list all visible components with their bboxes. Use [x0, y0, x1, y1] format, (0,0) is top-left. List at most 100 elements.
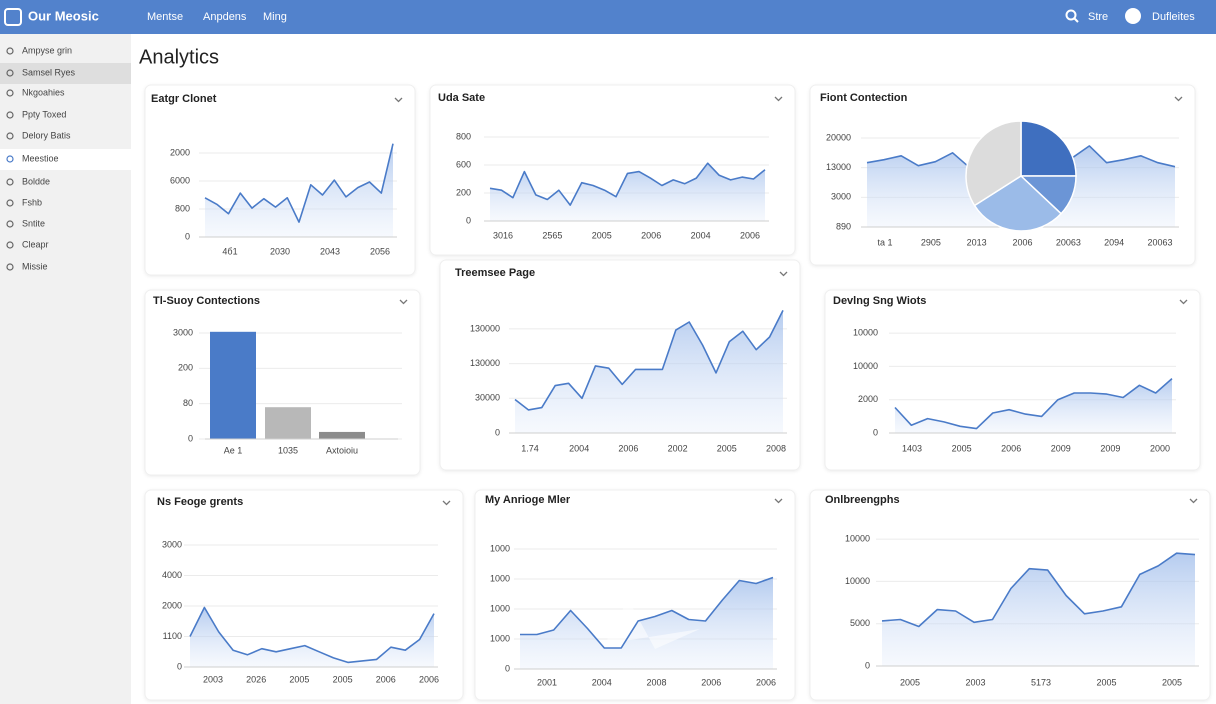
- sidebar-item[interactable]: Ampyse grin: [22, 45, 72, 55]
- x-tick-label: 20063: [1147, 237, 1172, 247]
- line-area: [205, 143, 393, 237]
- x-tick-label: Ae 1: [224, 445, 243, 455]
- line: [894, 378, 1173, 430]
- line: [520, 576, 774, 649]
- y-tick-label: 2000: [858, 394, 878, 404]
- x-tick-label: 2005: [1162, 677, 1182, 687]
- y-tick-label: 1000: [490, 633, 510, 643]
- x-tick-label: 2008: [766, 443, 786, 453]
- x-tick-label: 2905: [921, 237, 941, 247]
- widget-menu[interactable]: [774, 498, 783, 504]
- y-tick-label: 6000: [170, 175, 190, 185]
- sidebar-item[interactable]: Sntite: [22, 218, 45, 228]
- y-tick-label: 130000: [470, 323, 500, 333]
- widget-menu[interactable]: [774, 96, 783, 102]
- y-tick-label: 20000: [826, 132, 851, 142]
- widget-title: Tl-Suoy Contections: [153, 295, 260, 307]
- x-tick-label: 2004: [691, 230, 711, 240]
- sidebar-item[interactable]: Ppty Toxed: [22, 109, 66, 119]
- y-tick-label: 1000: [490, 603, 510, 613]
- y-tick-label: 10000: [845, 533, 870, 543]
- sidebar-item[interactable]: Boldde: [22, 176, 50, 186]
- search-icon[interactable]: [1065, 9, 1077, 21]
- y-tick-label: 1100: [163, 631, 182, 641]
- x-tick-label: 2004: [569, 443, 589, 453]
- widget-menu[interactable]: [442, 500, 451, 506]
- y-tick-label: 3000: [162, 539, 182, 549]
- x-tick-label: 2056: [370, 246, 390, 256]
- widget-menu[interactable]: [1174, 96, 1183, 102]
- line-area: [520, 577, 773, 669]
- pie-slice: [973, 175, 1063, 232]
- sidebar-item[interactable]: Meestioe: [22, 153, 59, 163]
- x-tick-label: 2006: [1001, 443, 1021, 453]
- y-tick-label: 30000: [475, 393, 500, 403]
- line: [514, 310, 784, 411]
- widget-title: Treemsee Page: [455, 267, 535, 279]
- x-tick-label: 2094: [1104, 237, 1124, 247]
- x-tick-label: 4б1: [222, 246, 237, 256]
- x-tick-label: 2006: [756, 677, 776, 687]
- line-area: [515, 310, 783, 433]
- user-avatar[interactable]: [1125, 8, 1141, 24]
- sidebar: [0, 34, 131, 704]
- nav-link[interactable]: Mentse: [147, 11, 183, 23]
- x-tick-label: 2006: [376, 674, 396, 684]
- sidebar-item[interactable]: Fshb: [22, 197, 42, 207]
- x-tick-label: 2008: [646, 677, 666, 687]
- brand: Our Meosic: [28, 8, 99, 23]
- widget-menu[interactable]: [394, 97, 403, 103]
- x-tick-label: 2009: [1051, 443, 1071, 453]
- x-tick-label: 3016: [493, 230, 513, 240]
- nav-link[interactable]: Ming: [263, 11, 287, 23]
- bar: [319, 431, 365, 439]
- sidebar-item[interactable]: Missie: [22, 261, 48, 271]
- sidebar-item[interactable]: Samsel Ryes: [22, 67, 76, 77]
- widget-menu[interactable]: [1189, 498, 1198, 504]
- x-tick-label: 2005: [333, 674, 353, 684]
- line-area: [882, 553, 1195, 666]
- x-tick-label: 2005: [952, 443, 972, 453]
- widget-menu[interactable]: [1179, 299, 1188, 305]
- x-tick-label: 2006: [701, 677, 721, 687]
- nav-link[interactable]: Anpdens: [203, 11, 247, 23]
- line: [204, 143, 394, 223]
- widget-card: [144, 489, 464, 701]
- sidebar-icon: [6, 263, 14, 271]
- y-tick-label: 3000: [831, 192, 851, 202]
- widget-title: Eatgr Clonet: [151, 93, 217, 105]
- user-name[interactable]: Dufleites: [1152, 11, 1195, 23]
- line-area: [895, 378, 1172, 433]
- x-tick-label: 2006: [618, 443, 638, 453]
- x-tick-label: 2013: [967, 237, 987, 247]
- widget-menu[interactable]: [779, 271, 788, 277]
- x-tick-label: 2003: [203, 674, 223, 684]
- sidebar-item[interactable]: Nkgoahies: [22, 87, 65, 97]
- y-tick-label: 600: [456, 159, 471, 169]
- widget-menu[interactable]: [399, 299, 408, 305]
- bar: [210, 331, 256, 439]
- y-tick-label: 0: [177, 661, 182, 671]
- widget-title: My Anrioge Mler: [485, 494, 571, 506]
- x-tick-label: 5173: [1031, 677, 1051, 687]
- x-tick-label: 1035: [278, 445, 298, 455]
- y-tick-label: 1000: [490, 543, 510, 553]
- y-tick-label: 0: [495, 427, 500, 437]
- y-tick-label: 0: [505, 663, 510, 673]
- sidebar-icon: [6, 132, 14, 140]
- x-tick-label: 2006: [641, 230, 661, 240]
- x-tick-label: 2006: [1012, 237, 1032, 247]
- sidebar-icon: [6, 178, 14, 186]
- x-tick-label: 2026: [246, 674, 266, 684]
- sidebar-item[interactable]: Delory Batis: [22, 130, 71, 140]
- sidebar-item[interactable]: Cleapr: [22, 239, 49, 249]
- brand-logo: [4, 8, 22, 26]
- search-label[interactable]: Stre: [1088, 11, 1108, 23]
- y-tick-label: 5000: [850, 618, 870, 628]
- x-tick-label: 2006: [740, 230, 760, 240]
- y-tick-label: 800: [456, 131, 471, 141]
- x-tick-label: 2002: [668, 443, 688, 453]
- x-tick-label: 2030: [270, 246, 290, 256]
- line: [881, 552, 1196, 628]
- y-tick-label: 4000: [162, 570, 182, 580]
